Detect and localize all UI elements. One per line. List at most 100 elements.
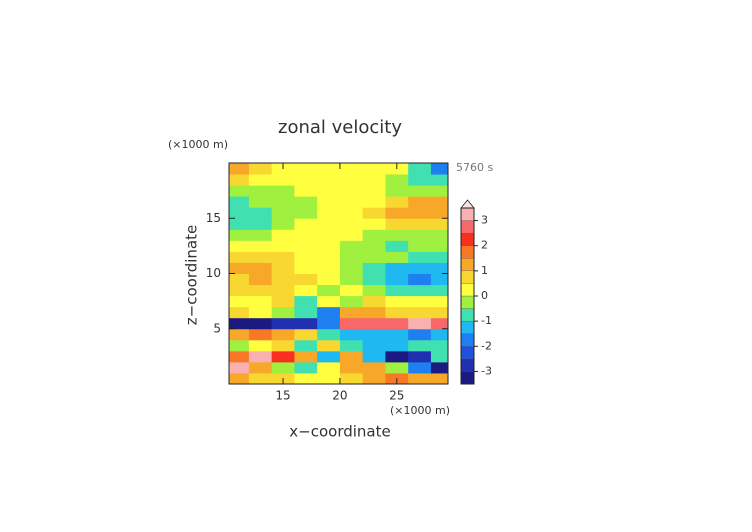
- cell: [294, 262, 318, 274]
- cell: [385, 174, 409, 186]
- cell: [317, 207, 341, 219]
- cell: [229, 361, 250, 374]
- y-unit: (×1000 m): [168, 138, 228, 151]
- cell: [271, 317, 295, 330]
- cell: [362, 339, 386, 352]
- cell: [408, 207, 432, 219]
- colorbar-band: [460, 258, 475, 272]
- cell: [339, 361, 364, 374]
- cell: [317, 273, 341, 286]
- cell: [294, 207, 318, 219]
- cell: [430, 262, 448, 274]
- cell: [430, 273, 448, 286]
- cell: [229, 218, 250, 230]
- cell: [271, 284, 295, 297]
- cell: [408, 295, 432, 308]
- x-tick-label: 25: [389, 389, 404, 403]
- colorbar-extend: [460, 199, 475, 209]
- cell: [385, 273, 409, 286]
- cell: [430, 295, 448, 308]
- cell: [294, 284, 318, 297]
- cell: [248, 339, 273, 352]
- cell: [248, 284, 273, 297]
- colorbar-tick-label: -3: [481, 364, 492, 377]
- colorbar-tick-label: 2: [481, 239, 488, 252]
- cell: [362, 218, 386, 230]
- x-unit: (×1000 m): [390, 404, 450, 417]
- cell: [408, 306, 432, 319]
- cell: [362, 240, 386, 252]
- cell: [339, 240, 364, 252]
- colorbar-band: [460, 207, 475, 221]
- cell: [408, 240, 432, 252]
- cell: [294, 185, 318, 197]
- cell: [294, 372, 318, 384]
- cell: [362, 328, 386, 341]
- cell: [248, 163, 273, 175]
- cell: [294, 174, 318, 186]
- cell: [408, 273, 432, 286]
- cell: [294, 251, 318, 263]
- cell: [294, 317, 318, 330]
- cell: [229, 350, 250, 363]
- colorbar-band: [460, 320, 475, 334]
- cell: [339, 317, 364, 330]
- cell: [248, 295, 273, 308]
- cell: [294, 218, 318, 230]
- cell: [317, 163, 341, 175]
- cell: [271, 240, 295, 252]
- y-tick-label: 10: [206, 266, 221, 280]
- cell: [408, 174, 432, 186]
- cell: [339, 339, 364, 352]
- cell: [385, 361, 409, 374]
- cell: [362, 317, 386, 330]
- cell: [339, 350, 364, 363]
- cell: [339, 328, 364, 341]
- cell: [430, 350, 448, 363]
- cell: [271, 350, 295, 363]
- cell: [248, 251, 273, 263]
- cell: [229, 251, 250, 263]
- cell: [385, 262, 409, 274]
- cell: [294, 273, 318, 286]
- time-label: 5760 s: [456, 161, 493, 174]
- cell: [408, 361, 432, 374]
- cell: [271, 306, 295, 319]
- cell: [229, 207, 250, 219]
- cell: [248, 218, 273, 230]
- cell: [385, 350, 409, 363]
- cell: [248, 350, 273, 363]
- cell: [294, 328, 318, 341]
- colorbar-band: [460, 333, 475, 347]
- colorbar-band: [460, 371, 475, 385]
- cell: [362, 284, 386, 297]
- cell: [430, 372, 448, 384]
- cell: [248, 273, 273, 286]
- cell: [271, 174, 295, 186]
- colorbar-tick-label: -2: [481, 339, 492, 352]
- colorbar-band: [460, 283, 475, 297]
- cell: [430, 207, 448, 219]
- cell: [317, 229, 341, 241]
- cell: [317, 262, 341, 274]
- cell: [271, 185, 295, 197]
- cell: [294, 196, 318, 208]
- cell: [294, 240, 318, 252]
- cell: [271, 229, 295, 241]
- cell: [339, 306, 364, 319]
- chart-title: zonal velocity: [278, 117, 402, 138]
- cell: [271, 207, 295, 219]
- cell: [408, 339, 432, 352]
- cell: [317, 339, 341, 352]
- field: [229, 163, 448, 384]
- x-axis-label: x−coordinate: [289, 423, 390, 441]
- cell: [317, 295, 341, 308]
- cell: [430, 317, 448, 330]
- cell: [294, 306, 318, 319]
- cell: [248, 361, 273, 374]
- cell: [339, 229, 364, 241]
- cell: [229, 174, 250, 186]
- cell: [229, 295, 250, 308]
- cell: [362, 361, 386, 374]
- cell: [385, 317, 409, 330]
